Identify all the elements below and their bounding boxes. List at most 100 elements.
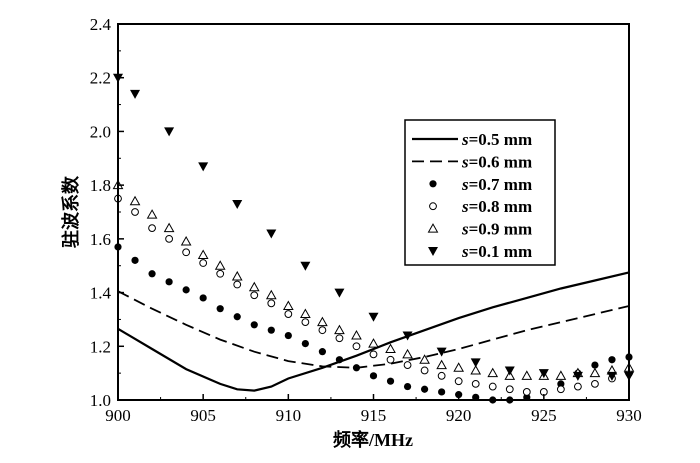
data-point xyxy=(454,377,463,386)
data-point xyxy=(487,367,499,378)
legend-marker xyxy=(427,223,439,233)
x-axis-title: 频率/MHz xyxy=(333,429,413,450)
data-point xyxy=(232,199,243,209)
data-point xyxy=(148,270,156,278)
y-tick-label: 1.0 xyxy=(90,391,111,410)
legend-label: s=0.6 mm xyxy=(461,152,532,171)
data-point xyxy=(369,350,378,359)
data-point xyxy=(335,356,344,364)
data-point xyxy=(471,379,480,388)
legend-entry: s=0.7 mm xyxy=(429,175,532,194)
series-1 xyxy=(117,290,630,369)
data-point xyxy=(386,355,395,364)
legend-label-variable: s xyxy=(461,152,469,171)
data-point xyxy=(130,89,141,99)
data-point xyxy=(538,369,549,379)
legend-label-value: =0.5 mm xyxy=(469,130,533,149)
data-point xyxy=(403,382,412,391)
data-point xyxy=(318,348,326,356)
x-tick-label: 905 xyxy=(190,406,216,425)
data-point xyxy=(180,236,192,246)
data-point xyxy=(318,326,327,335)
data-point xyxy=(470,358,481,368)
data-point xyxy=(572,371,583,381)
data-point xyxy=(233,280,242,289)
data-point xyxy=(437,371,446,380)
data-point xyxy=(403,361,412,369)
data-point xyxy=(182,286,190,294)
data-point xyxy=(589,367,601,378)
data-point xyxy=(165,234,174,243)
data-point xyxy=(402,331,413,341)
data-point xyxy=(608,356,616,364)
data-point xyxy=(250,291,259,300)
data-point xyxy=(402,348,413,359)
data-point xyxy=(386,377,395,385)
y-tick-label: 2.0 xyxy=(90,122,111,141)
x-tick-label: 910 xyxy=(276,406,302,425)
data-point xyxy=(421,385,429,393)
data-point xyxy=(453,362,465,372)
data-point xyxy=(300,308,311,319)
legend-label-value: =0.1 mm xyxy=(469,242,533,261)
legend-label: s=0.7 mm xyxy=(461,175,532,194)
legend-label-value: =0.9 mm xyxy=(469,220,533,239)
data-point xyxy=(352,342,361,351)
legend-label-value: =0.7 mm xyxy=(469,175,533,194)
data-point xyxy=(438,388,446,396)
legend-label-variable: s xyxy=(461,220,469,239)
data-point xyxy=(131,256,139,264)
data-point xyxy=(522,388,531,396)
data-point xyxy=(197,249,209,259)
data-point xyxy=(436,359,447,370)
legend-entry: s=0.5 mm xyxy=(412,130,532,149)
legend-entry: s=0.6 mm xyxy=(412,152,532,171)
data-point xyxy=(165,278,173,286)
data-point xyxy=(351,330,362,340)
legend-label-variable: s xyxy=(461,175,469,194)
legend-label-value: =0.8 mm xyxy=(469,197,533,216)
data-point xyxy=(129,195,141,206)
data-point xyxy=(505,385,514,394)
data-point xyxy=(557,380,565,388)
y-axis-title: 驻波系数 xyxy=(60,175,81,248)
legend-label-value: =0.6 mm xyxy=(469,152,533,171)
legend-label-variable: s xyxy=(461,130,469,149)
data-point xyxy=(182,248,191,257)
y-tick-label: 2.4 xyxy=(90,15,112,34)
x-tick-label: 900 xyxy=(105,406,131,425)
legend-entry: s=0.9 mm xyxy=(427,220,533,239)
legend-entry: s=0.1 mm xyxy=(428,242,532,261)
data-point xyxy=(148,224,156,233)
data-point xyxy=(265,289,277,300)
chart-marks xyxy=(112,73,635,404)
data-point xyxy=(606,371,617,381)
data-point xyxy=(216,269,225,278)
legend-label-variable: s xyxy=(461,197,469,216)
data-point xyxy=(250,321,258,329)
data-point xyxy=(233,313,241,321)
legend-label: s=0.8 mm xyxy=(461,197,532,216)
data-point xyxy=(216,305,224,313)
data-point xyxy=(521,370,533,380)
legend-label: s=0.1 mm xyxy=(461,242,532,261)
data-point xyxy=(555,370,567,380)
data-point xyxy=(248,281,260,292)
series-line xyxy=(117,290,630,369)
data-point xyxy=(420,366,429,375)
legend-marker xyxy=(429,180,437,188)
data-point xyxy=(335,334,344,343)
data-point xyxy=(436,347,447,357)
data-point xyxy=(282,300,294,310)
data-point xyxy=(284,310,293,318)
data-point xyxy=(334,324,345,335)
data-point xyxy=(488,382,497,391)
data-point xyxy=(198,162,209,172)
data-point xyxy=(317,316,328,327)
data-point xyxy=(334,288,345,298)
data-point xyxy=(163,222,175,233)
y-tick-label: 1.4 xyxy=(90,284,112,303)
data-point xyxy=(369,372,378,380)
y-tick-label: 1.6 xyxy=(90,230,111,249)
